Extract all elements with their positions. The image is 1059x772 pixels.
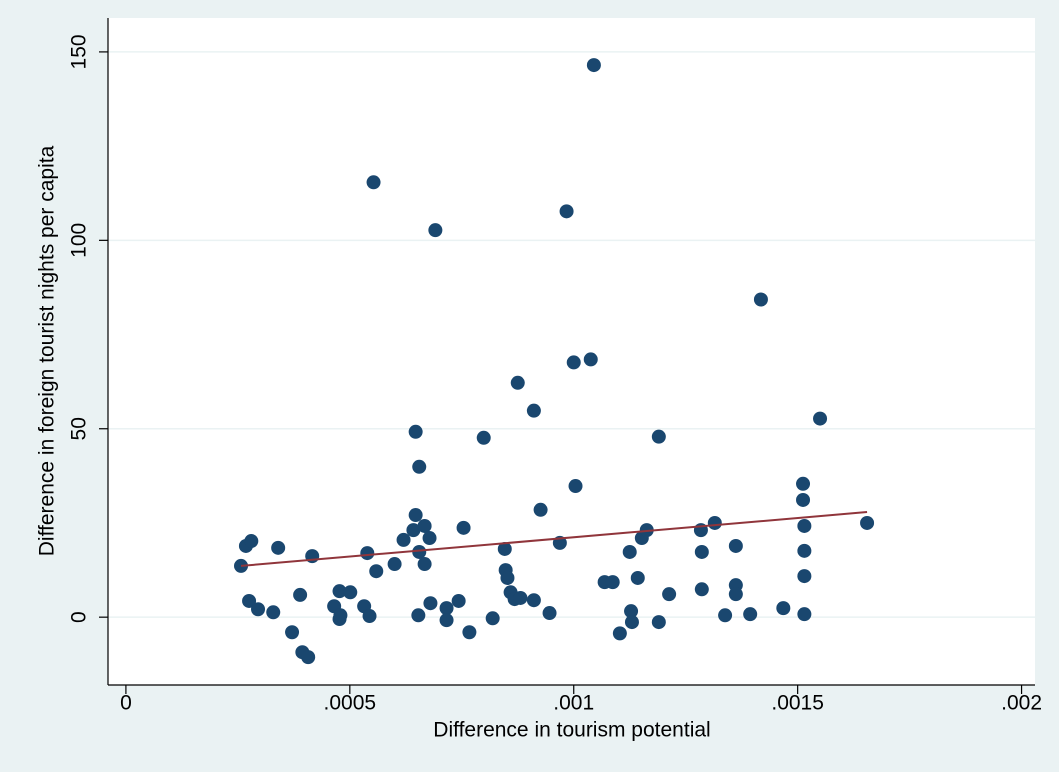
fit-line bbox=[240, 511, 868, 567]
point bbox=[526, 593, 541, 608]
point bbox=[797, 518, 812, 533]
point bbox=[568, 479, 583, 494]
point bbox=[408, 424, 423, 439]
point bbox=[624, 615, 639, 630]
point bbox=[485, 611, 500, 626]
point bbox=[605, 575, 620, 590]
plot-area bbox=[108, 18, 1035, 685]
point bbox=[526, 403, 541, 418]
point bbox=[251, 602, 266, 617]
point bbox=[796, 476, 811, 491]
point bbox=[651, 615, 666, 630]
point bbox=[301, 650, 316, 665]
y-axis-title: Difference in foreign tourist nights per… bbox=[36, 145, 59, 556]
point bbox=[285, 625, 300, 640]
point bbox=[718, 608, 733, 623]
point bbox=[423, 596, 438, 611]
x-tick-label: .0005 bbox=[324, 692, 377, 715]
point bbox=[242, 593, 257, 608]
point bbox=[586, 58, 601, 73]
point bbox=[728, 587, 743, 602]
point bbox=[451, 593, 466, 608]
point bbox=[412, 544, 427, 559]
point bbox=[417, 557, 432, 572]
point bbox=[332, 584, 347, 599]
point bbox=[743, 607, 758, 622]
y-tick-label: 50 bbox=[68, 417, 91, 440]
point bbox=[266, 605, 281, 620]
point bbox=[439, 613, 454, 628]
x-tick-label: .001 bbox=[553, 692, 594, 715]
point bbox=[622, 544, 637, 559]
point bbox=[417, 518, 432, 533]
point bbox=[456, 520, 471, 535]
point bbox=[439, 601, 454, 616]
point bbox=[271, 540, 286, 555]
x-axis-title: Difference in tourism potential bbox=[433, 719, 710, 742]
x-tick-label: 0 bbox=[120, 692, 132, 715]
point bbox=[566, 355, 581, 370]
point bbox=[797, 569, 812, 584]
point bbox=[428, 223, 443, 238]
point bbox=[513, 590, 528, 605]
x-tick-label: .002 bbox=[1001, 692, 1042, 715]
point bbox=[612, 626, 627, 641]
point bbox=[408, 508, 423, 523]
point bbox=[412, 459, 427, 474]
point bbox=[728, 538, 743, 553]
y-tick-label: 0 bbox=[68, 611, 91, 623]
point bbox=[776, 601, 791, 616]
point bbox=[500, 570, 515, 585]
point bbox=[694, 582, 709, 597]
point bbox=[366, 175, 381, 190]
point bbox=[583, 352, 598, 367]
point bbox=[797, 543, 812, 558]
y-tick-label: 100 bbox=[68, 223, 91, 258]
point bbox=[796, 492, 811, 507]
point bbox=[343, 585, 358, 600]
x-tick-label: .0015 bbox=[771, 692, 824, 715]
point bbox=[651, 429, 666, 444]
point bbox=[422, 531, 437, 546]
point bbox=[476, 430, 491, 445]
point bbox=[360, 546, 375, 561]
point bbox=[624, 604, 639, 619]
point bbox=[797, 607, 812, 622]
point bbox=[411, 608, 426, 623]
point bbox=[533, 502, 548, 517]
point bbox=[707, 515, 722, 530]
point bbox=[630, 570, 645, 585]
point bbox=[753, 292, 768, 307]
point bbox=[542, 606, 557, 621]
point bbox=[497, 541, 512, 556]
point bbox=[694, 544, 709, 559]
point bbox=[387, 557, 402, 572]
point bbox=[369, 564, 384, 579]
point bbox=[559, 204, 574, 219]
point bbox=[406, 523, 421, 538]
point bbox=[333, 608, 348, 623]
point bbox=[293, 587, 308, 602]
y-tick-label: 150 bbox=[68, 34, 91, 69]
point bbox=[662, 587, 677, 602]
point bbox=[462, 625, 477, 640]
point bbox=[813, 411, 828, 426]
point bbox=[396, 532, 411, 547]
point bbox=[510, 375, 525, 390]
point bbox=[244, 534, 259, 549]
point bbox=[860, 515, 875, 530]
point bbox=[362, 609, 377, 624]
